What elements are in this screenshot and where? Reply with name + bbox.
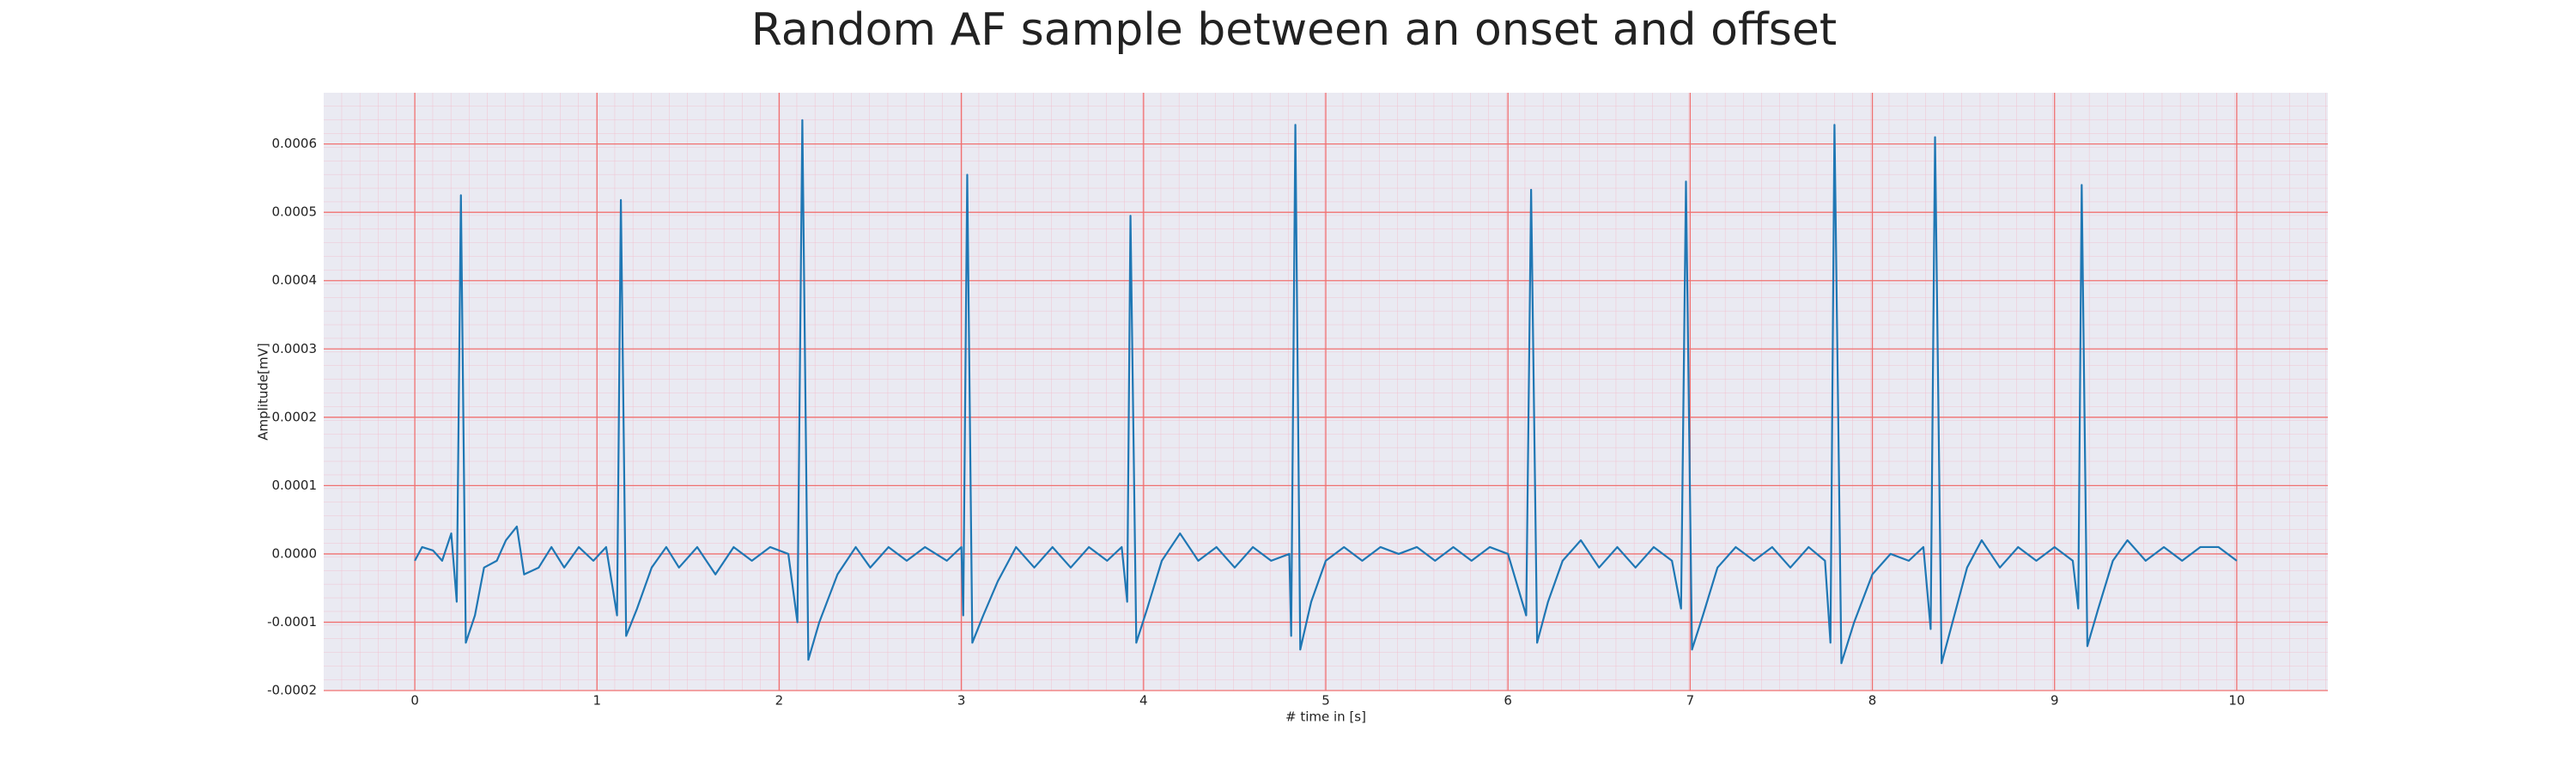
x-tick-label: 4: [1139, 693, 1148, 709]
x-tick-label: 6: [1504, 693, 1512, 709]
chart-title: Random AF sample between an onset and of…: [751, 4, 1837, 56]
y-tick-label: 0.0002: [272, 409, 318, 424]
y-tick-label: 0.0003: [272, 341, 318, 356]
x-axis-label: # time in [s]: [1285, 709, 1366, 725]
y-tick-label: 0.0006: [272, 136, 318, 151]
y-tick-label: -0.0001: [267, 614, 317, 630]
x-tick-label: 7: [1686, 693, 1695, 709]
y-tick-label: 0.0005: [272, 204, 318, 220]
x-tick-label: 0: [410, 693, 419, 709]
x-tick-label: 8: [1868, 693, 1877, 709]
y-axis-label: Amplitude[mV]: [256, 343, 271, 440]
ecg-line: [414, 119, 2238, 665]
x-tick-label: 9: [2050, 693, 2059, 709]
x-tick-label: 5: [1321, 693, 1330, 709]
y-tick-label: 0.0004: [272, 272, 318, 288]
y-tick-label: 0.0000: [272, 545, 318, 561]
y-tick-label: 0.0001: [272, 478, 318, 493]
x-tick-label: 1: [592, 693, 601, 709]
y-tick-label: -0.0002: [267, 683, 317, 698]
x-tick-label: 2: [775, 693, 784, 709]
x-tick-label: 10: [2228, 693, 2245, 709]
x-tick-label: 3: [957, 693, 966, 709]
